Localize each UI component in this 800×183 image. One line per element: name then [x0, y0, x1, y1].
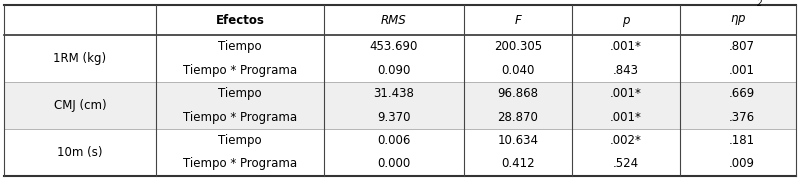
Text: .524: .524 — [613, 158, 639, 171]
Text: .376: .376 — [729, 111, 755, 124]
Text: .002*: .002* — [610, 134, 642, 147]
Text: Tiempo: Tiempo — [218, 40, 262, 53]
Text: Tiempo * Programa: Tiempo * Programa — [183, 111, 297, 124]
Text: .181: .181 — [729, 134, 755, 147]
Text: Tiempo: Tiempo — [218, 87, 262, 100]
Text: 0.006: 0.006 — [378, 134, 410, 147]
Text: 0.412: 0.412 — [501, 158, 535, 171]
Text: 0.090: 0.090 — [378, 64, 410, 77]
Bar — [4, 105, 796, 129]
Text: 0.040: 0.040 — [502, 64, 534, 77]
Text: .843: .843 — [613, 64, 639, 77]
Text: .001*: .001* — [610, 40, 642, 53]
Text: F: F — [514, 14, 522, 27]
Text: .009: .009 — [729, 158, 755, 171]
Text: 200.305: 200.305 — [494, 40, 542, 53]
Text: .807: .807 — [729, 40, 755, 53]
Text: 1RM (kg): 1RM (kg) — [54, 52, 106, 65]
Text: RMS: RMS — [381, 14, 407, 27]
Text: 9.370: 9.370 — [378, 111, 410, 124]
Text: .669: .669 — [729, 87, 755, 100]
Text: 2: 2 — [757, 0, 762, 8]
Text: Tiempo * Programa: Tiempo * Programa — [183, 64, 297, 77]
Text: 0.000: 0.000 — [378, 158, 410, 171]
Text: CMJ (cm): CMJ (cm) — [54, 99, 106, 112]
Text: 28.870: 28.870 — [498, 111, 538, 124]
Bar — [4, 5, 796, 35]
Text: Tiempo: Tiempo — [218, 134, 262, 147]
Text: Efectos: Efectos — [215, 14, 265, 27]
Text: $\eta$p: $\eta$p — [730, 13, 746, 27]
Bar — [4, 82, 796, 105]
Text: 453.690: 453.690 — [370, 40, 418, 53]
Text: 96.868: 96.868 — [498, 87, 538, 100]
Text: .001: .001 — [729, 64, 755, 77]
Text: 10.634: 10.634 — [498, 134, 538, 147]
Text: .001*: .001* — [610, 111, 642, 124]
Text: 10m (s): 10m (s) — [58, 146, 102, 159]
Text: 31.438: 31.438 — [374, 87, 414, 100]
Text: .001*: .001* — [610, 87, 642, 100]
Text: p: p — [622, 14, 630, 27]
Text: Tiempo * Programa: Tiempo * Programa — [183, 158, 297, 171]
